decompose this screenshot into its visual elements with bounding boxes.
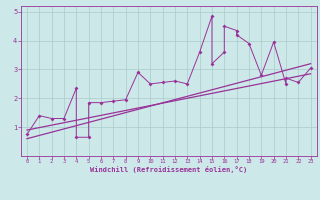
X-axis label: Windchill (Refroidissement éolien,°C): Windchill (Refroidissement éolien,°C): [90, 166, 247, 173]
